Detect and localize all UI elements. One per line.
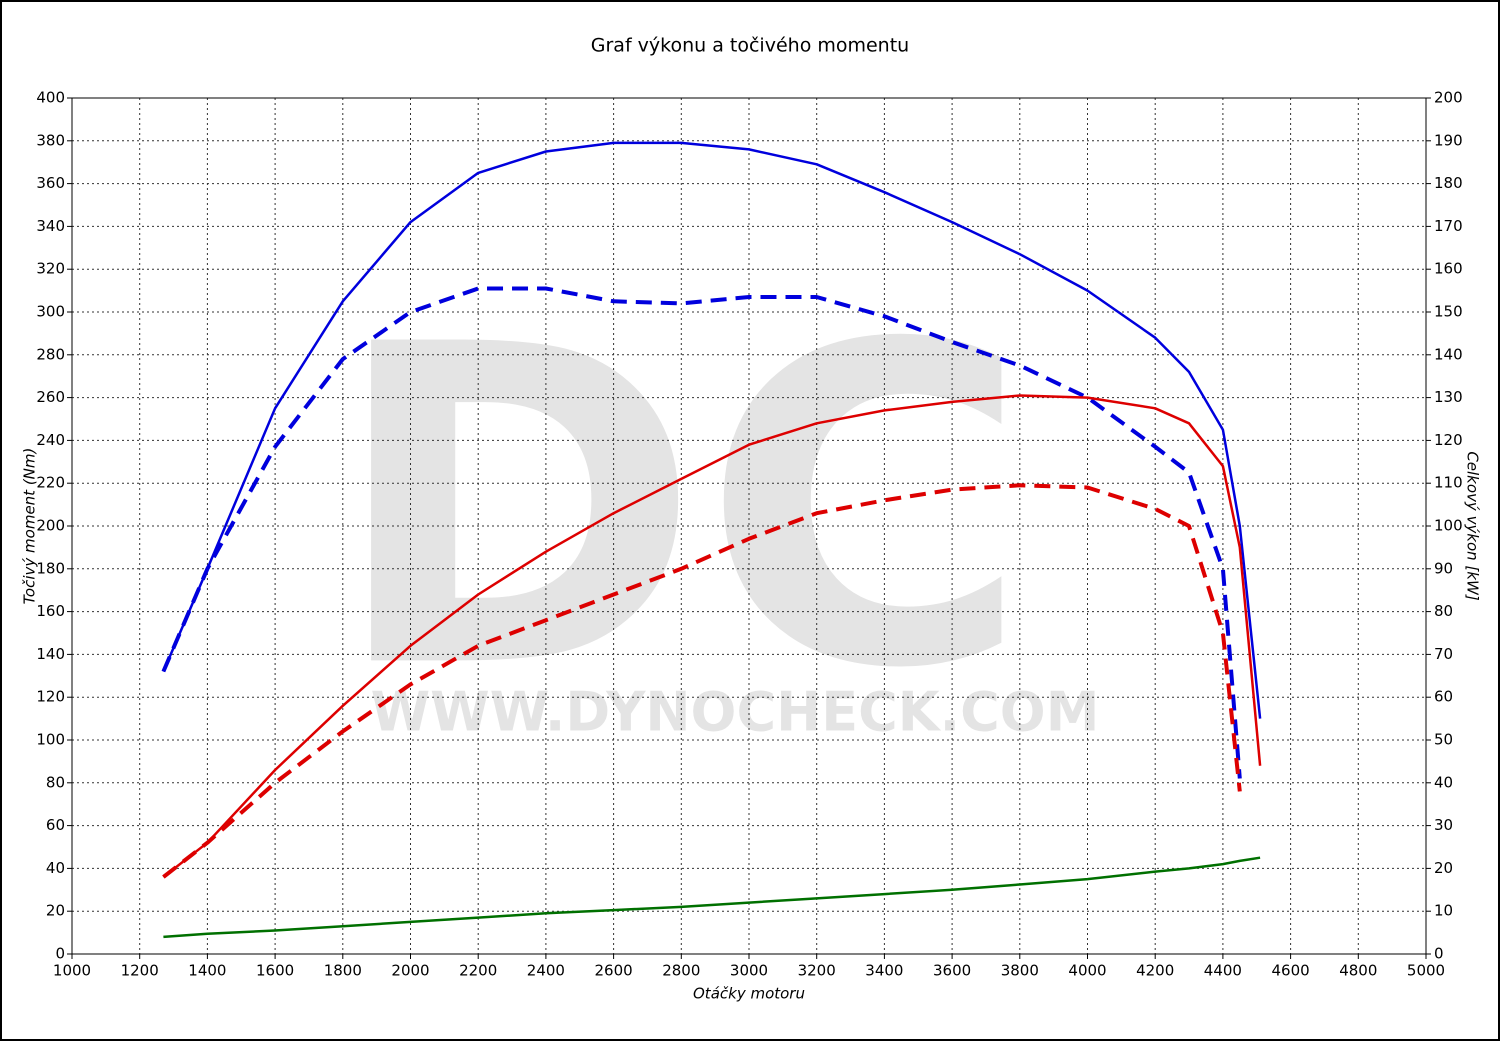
y2-tick-label: 80 [1434,602,1453,620]
x-tick-label: 2200 [459,962,497,980]
series-line [162,483,1242,879]
y2-axis-label: Celkový výkon [kW] [1464,451,1482,601]
y-tick-label: 220 [36,474,65,492]
y2-tick-label: 90 [1434,559,1453,577]
x-tick-label: 3200 [798,962,836,980]
x-tick-label: 1400 [188,962,226,980]
y-tick-label: 20 [46,902,65,920]
y2-tick-label: 10 [1434,902,1453,920]
x-tick-label: 3400 [865,962,903,980]
x-tick-label: 2400 [527,962,565,980]
y2-tick-label: 70 [1434,645,1453,663]
y-tick-label: 340 [36,217,65,235]
y2-tick-label: 130 [1434,388,1463,406]
y-tick-label: 180 [36,559,65,577]
x-tick-label: 2000 [391,962,429,980]
y-tick-label: 200 [36,517,65,535]
y-tick-label: 160 [36,602,65,620]
y-tick-label: 40 [46,859,65,877]
y-tick-label: 120 [36,688,65,706]
watermark-url: WWW.DYNOCHECK.COM [371,681,1100,744]
x-tick-label: 1800 [324,962,362,980]
series-line [162,141,1262,719]
y-tick-label: 80 [46,773,65,791]
x-tick-label: 1000 [53,962,91,980]
x-tick-label: 4000 [1068,962,1106,980]
y2-tick-label: 190 [1434,131,1463,149]
y-tick-label: 380 [36,131,65,149]
series-line [161,286,1242,779]
x-tick-label: 2600 [595,962,633,980]
x-tick-label: 4600 [1272,962,1310,980]
y2-tick-label: 200 [1434,89,1463,107]
x-tick-label: 3000 [730,962,768,980]
y2-tick-label: 180 [1434,174,1463,192]
y2-tick-label: 20 [1434,859,1453,877]
x-tick-label: 1600 [256,962,294,980]
y-tick-label: 280 [36,345,65,363]
y2-tick-label: 150 [1434,303,1463,321]
series-line [163,856,1261,939]
x-tick-label: 4400 [1204,962,1242,980]
y2-tick-label: 140 [1434,345,1463,363]
y2-tick-label: 100 [1434,517,1463,535]
x-tick-label: 5000 [1407,962,1445,980]
y-tick-label: 100 [36,731,65,749]
series-line [162,394,1262,878]
y-tick-label: 400 [36,89,65,107]
watermark: DC [330,252,1030,764]
plot-border [71,97,1427,955]
y-tick-label: 0 [55,945,65,963]
x-tick-label: 3600 [933,962,971,980]
y-tick-label: 360 [36,174,65,192]
y2-tick-label: 0 [1434,945,1444,963]
y2-tick-label: 160 [1434,260,1463,278]
x-tick-label: 2800 [662,962,700,980]
y2-tick-label: 40 [1434,773,1453,791]
x-tick-label: 4200 [1136,962,1174,980]
y2-tick-label: 110 [1434,474,1463,492]
y2-tick-label: 30 [1434,816,1453,834]
y2-tick-label: 60 [1434,688,1453,706]
x-tick-label: 1200 [121,962,159,980]
y-tick-label: 60 [46,816,65,834]
chart-title: Graf výkonu a točivého momentu [591,35,909,57]
y-tick-label: 260 [36,388,65,406]
y-axis-label: Točivý moment (Nm) [21,448,39,605]
y-tick-label: 240 [36,431,65,449]
y-tick-label: 320 [36,260,65,278]
x-tick-label: 3800 [1001,962,1039,980]
x-tick-label: 4800 [1339,962,1377,980]
y-tick-label: 300 [36,303,65,321]
x-axis-label: Otáčky motoru [693,985,805,1003]
y2-tick-label: 50 [1434,731,1453,749]
y2-tick-label: 170 [1434,217,1463,235]
y-tick-label: 140 [36,645,65,663]
y2-tick-label: 120 [1434,431,1463,449]
